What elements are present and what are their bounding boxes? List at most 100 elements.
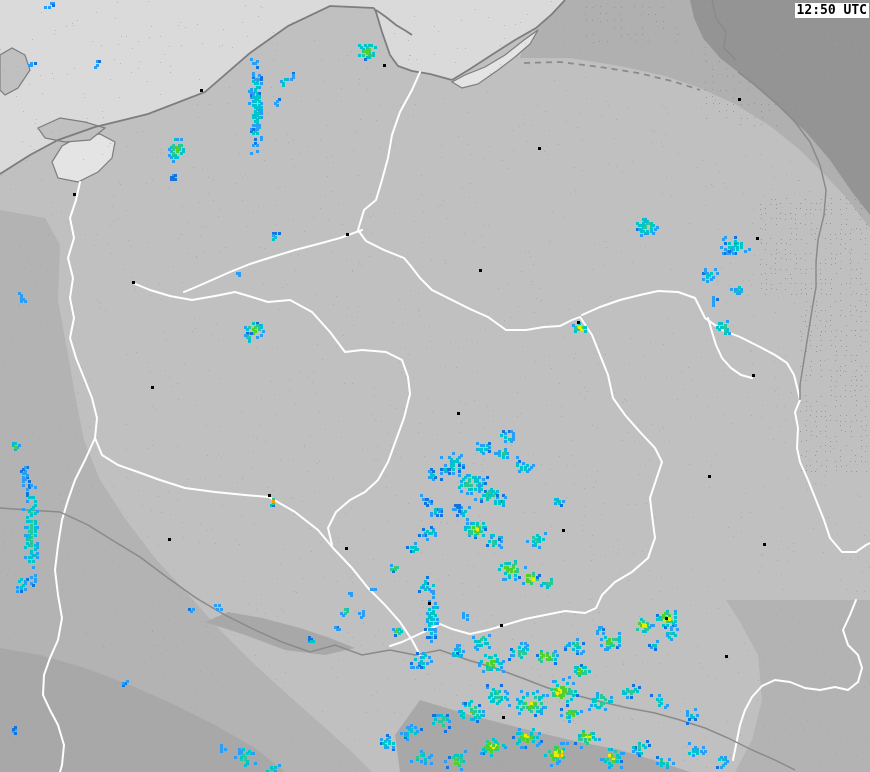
noise-dot [837, 370, 838, 371]
radar-echo-pixel [536, 534, 539, 537]
radar-echo-pixel [458, 756, 461, 759]
radar-echo-pixel [258, 112, 261, 115]
stipple-dot [733, 61, 734, 62]
noise-dot [705, 30, 706, 31]
radar-echo-pixel [338, 628, 341, 631]
noise-dot [617, 553, 618, 554]
stipple-dot [806, 451, 807, 452]
noise-dot [760, 242, 761, 243]
stipple-dot [816, 203, 817, 204]
radar-echo-pixel [468, 702, 471, 705]
radar-echo-pixel [270, 504, 273, 507]
noise-dot [432, 411, 433, 412]
noise-dot [377, 446, 378, 447]
stipple-dot [741, 69, 742, 70]
city-dot [383, 64, 386, 67]
radar-echo-pixel [548, 656, 551, 659]
radar-echo-pixel [458, 654, 461, 657]
radar-echo-pixel [96, 60, 99, 63]
noise-dot [339, 762, 340, 763]
noise-dot [478, 762, 479, 763]
noise-dot [388, 678, 389, 679]
radar-echo-pixel [434, 622, 437, 625]
noise-dot [208, 370, 209, 371]
city-dot [725, 655, 728, 658]
stipple-dot [761, 75, 762, 76]
radar-echo-pixel [704, 750, 707, 753]
noise-dot [195, 691, 196, 692]
radar-echo-pixel [498, 662, 501, 665]
radar-echo-pixel [490, 660, 493, 663]
radar-echo-pixel [482, 522, 485, 525]
noise-dot [591, 746, 592, 747]
noise-dot [312, 382, 313, 383]
radar-echo-pixel [514, 578, 517, 581]
radar-echo-pixel [486, 666, 489, 669]
noise-dot [331, 649, 332, 650]
noise-dot [168, 492, 169, 493]
noise-dot [783, 589, 784, 590]
noise-dot [230, 616, 231, 617]
radar-echo-pixel [666, 610, 669, 613]
radar-echo-pixel [556, 746, 559, 749]
noise-dot [107, 244, 108, 245]
radar-echo-pixel [502, 578, 505, 581]
radar-echo-pixel [172, 178, 175, 181]
terrain-patch [205, 612, 355, 655]
radar-echo-pixel [572, 714, 575, 717]
noise-dot [16, 96, 17, 97]
noise-dot [840, 93, 841, 94]
radar-echo-pixel [276, 104, 279, 107]
stipple-dot [861, 380, 862, 381]
radar-echo-pixel [456, 648, 459, 651]
radar-echo-pixel [446, 468, 449, 471]
radar-echo-pixel [640, 618, 643, 621]
stipple-dot [740, 124, 741, 125]
noise-dot [618, 549, 619, 550]
noise-dot [118, 218, 119, 219]
stipple-dot [712, 69, 713, 70]
stipple-dot [840, 450, 841, 451]
radar-echo-pixel [28, 560, 31, 563]
noise-dot [851, 261, 852, 262]
noise-dot [275, 139, 276, 140]
radar-echo-pixel [568, 688, 571, 691]
noise-dot [605, 354, 606, 355]
radar-echo-pixel [36, 552, 39, 555]
noise-dot [151, 26, 152, 27]
radar-echo-pixel [476, 448, 479, 451]
radar-echo-pixel [452, 654, 455, 657]
radar-echo-pixel [464, 526, 467, 529]
radar-echo-pixel [440, 720, 443, 723]
radar-echo-pixel [480, 488, 483, 491]
noise-dot [276, 50, 277, 51]
radar-echo-pixel [504, 496, 507, 499]
radar-echo-pixel [734, 290, 737, 293]
noise-dot [101, 45, 102, 46]
radar-echo-pixel [592, 736, 595, 739]
radar-echo-pixel [254, 130, 257, 133]
noise-dot [163, 152, 164, 153]
radar-echo-pixel [254, 138, 257, 141]
radar-echo-pixel [460, 754, 463, 757]
noise-dot [322, 711, 323, 712]
noise-dot [214, 639, 215, 640]
radar-echo-pixel [524, 652, 527, 655]
radar-echo-pixel [618, 636, 621, 639]
radar-echo-pixel [594, 698, 597, 701]
stipple-dot [825, 431, 826, 432]
noise-dot [595, 481, 596, 482]
noise-dot [57, 711, 58, 712]
stipple-dot [830, 325, 831, 326]
radar-echo-pixel [34, 580, 37, 583]
noise-dot [785, 420, 786, 421]
radar-echo-pixel [612, 638, 615, 641]
radar-echo-pixel [452, 462, 455, 465]
radar-echo-pixel [432, 612, 435, 615]
radar-echo-pixel [256, 122, 259, 125]
noise-dot [474, 400, 475, 401]
stipple-dot [846, 219, 847, 220]
noise-dot [280, 563, 281, 564]
radar-echo-pixel [450, 462, 453, 465]
radar-echo-pixel [576, 694, 579, 697]
